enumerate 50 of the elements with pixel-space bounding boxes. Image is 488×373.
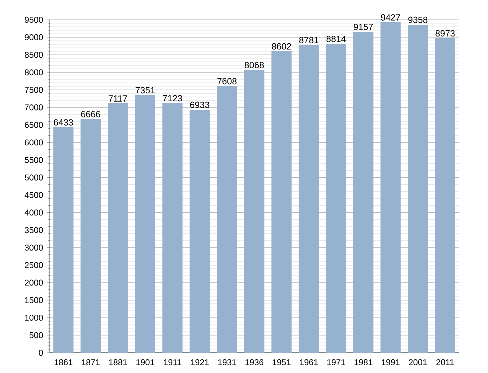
x-tick-label: 1951 xyxy=(272,360,291,366)
y-tick-label: 500 xyxy=(30,332,44,338)
data-label: 7123 xyxy=(163,95,182,102)
y-tick-label: 4000 xyxy=(24,210,44,216)
data-label: 7117 xyxy=(108,96,128,102)
x-tick-label: 2011 xyxy=(436,360,454,366)
data-label: 6666 xyxy=(81,111,100,118)
x-tick-label: 1881 xyxy=(109,360,128,366)
x-tick-label: 1961 xyxy=(300,360,318,366)
y-tick-label: 9000 xyxy=(25,34,44,41)
y-tick-label: 0 xyxy=(39,350,44,356)
y-tick-label: 3000 xyxy=(24,244,44,251)
data-label: 9358 xyxy=(408,16,428,24)
x-tick-label: 1936 xyxy=(246,360,264,366)
data-label: 8814 xyxy=(326,36,346,42)
y-tick-label: 5500 xyxy=(25,157,44,164)
x-tick-label: 2001 xyxy=(409,360,428,366)
x-tick-label: 1901 xyxy=(136,360,154,366)
y-tick-label: 1000 xyxy=(25,314,44,321)
x-tick-label: 1911 xyxy=(164,360,182,366)
y-tick-label: 1500 xyxy=(25,297,44,304)
x-tick-label: 1871 xyxy=(82,360,100,366)
x-tick-label: 1921 xyxy=(191,360,209,366)
x-tick-label: 1971 xyxy=(328,360,346,366)
data-label: 6933 xyxy=(190,102,210,108)
y-tick-label: 2500 xyxy=(25,262,44,268)
data-label: 8602 xyxy=(272,43,292,50)
x-tick-label: 1991 xyxy=(382,360,400,366)
y-tick-label: 2000 xyxy=(25,280,44,286)
x-tick-label: 1981 xyxy=(354,360,373,366)
data-label: 8781 xyxy=(299,37,319,44)
x-tick-label: 1931 xyxy=(218,360,236,366)
y-tick-label: 9500 xyxy=(25,17,44,23)
y-tick-label: 7500 xyxy=(25,87,44,94)
data-label: 8068 xyxy=(244,62,264,69)
data-label: 9427 xyxy=(381,14,400,21)
y-tick-label: 7000 xyxy=(25,104,44,111)
y-tick-label: 8500 xyxy=(25,52,44,58)
y-tick-label: 4500 xyxy=(24,192,44,198)
y-tick-label: 6500 xyxy=(25,122,44,128)
y-tick-label: 3500 xyxy=(24,227,44,234)
y-tick-label: 8000 xyxy=(25,70,44,76)
y-tick-label: 5000 xyxy=(25,174,44,181)
data-label: 7608 xyxy=(218,78,237,85)
y-tick-label: 6000 xyxy=(25,140,44,146)
data-label: 7351 xyxy=(136,87,155,94)
data-label: 9157 xyxy=(354,24,374,30)
data-label: 8973 xyxy=(436,30,455,37)
x-tick-label: 1861 xyxy=(54,360,73,366)
data-label: 6433 xyxy=(54,119,74,126)
